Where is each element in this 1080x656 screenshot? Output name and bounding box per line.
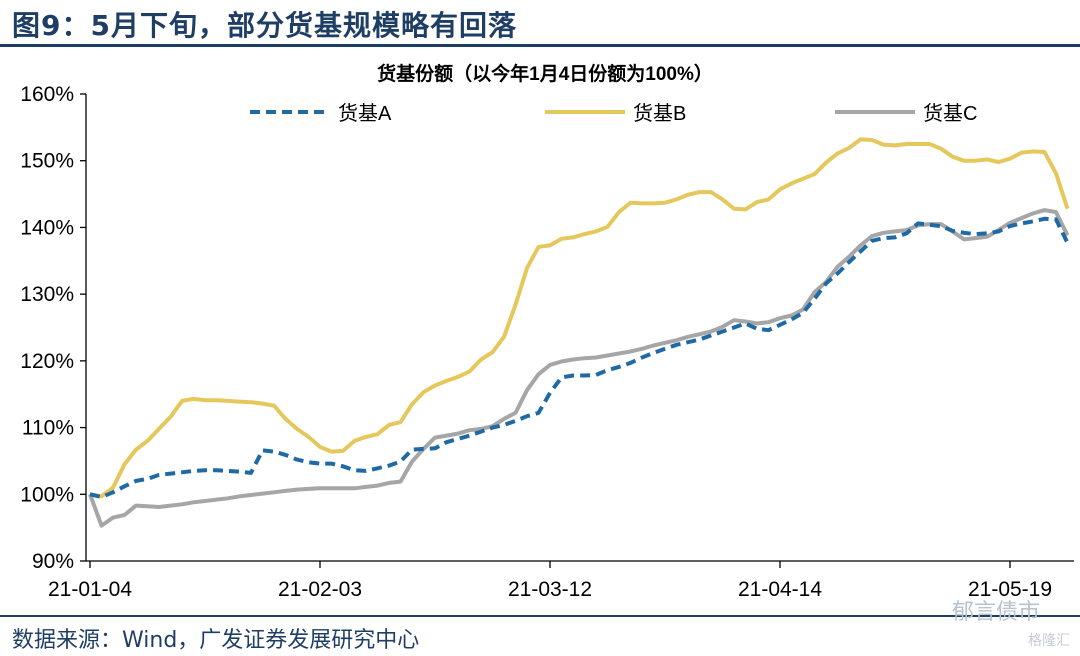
series-line-b	[89, 137, 1070, 499]
x-tick-label: 21-02-03	[278, 578, 362, 601]
y-tick-label: 150%	[20, 150, 74, 173]
legend-label: 货基C	[923, 102, 977, 125]
line-chart: 货基份额（以今年1月4日份额为100%） 90% 100% 110% 120% 130%…	[20, 62, 1074, 601]
plot-area: 90% 100% 110% 120% 130% 140% 150% 160% 21-01-04 2…	[20, 83, 1074, 601]
y-tick-label: 130%	[20, 283, 74, 306]
x-tick-label: 21-03-12	[508, 578, 592, 601]
y-tick-label: 90%	[32, 550, 74, 573]
x-tick-label: 21-01-04	[48, 578, 132, 601]
series-line-c	[88, 208, 1070, 528]
y-tick-label: 160%	[20, 83, 74, 106]
watermark-secondary: 格隆汇	[1028, 633, 1070, 649]
legend: 货基A 货基B 货基C	[250, 102, 977, 125]
series-layer	[88, 137, 1070, 528]
chart-title: 货基份额（以今年1月4日份额为100%）	[377, 62, 713, 85]
y-tick-label: 120%	[20, 350, 74, 373]
y-tick-label: 110%	[22, 417, 74, 440]
legend-label: 货基B	[633, 102, 686, 125]
legend-label: 货基A	[338, 102, 392, 125]
watermark: 郁言债市	[951, 600, 1040, 625]
bottom-rule	[0, 615, 1080, 617]
source-note: 数据来源：Wind，广发证券发展研究中心	[12, 628, 420, 653]
y-tick-label: 100%	[20, 483, 74, 506]
x-tick-label: 21-05-19	[968, 578, 1052, 601]
figure-title: 图9：5月下旬，部分货基规模略有回落	[12, 9, 517, 42]
title-rule	[0, 44, 1080, 47]
series-line-a	[89, 216, 1070, 499]
y-tick-label: 140%	[20, 216, 74, 239]
x-tick-label: 21-04-14	[738, 578, 822, 601]
